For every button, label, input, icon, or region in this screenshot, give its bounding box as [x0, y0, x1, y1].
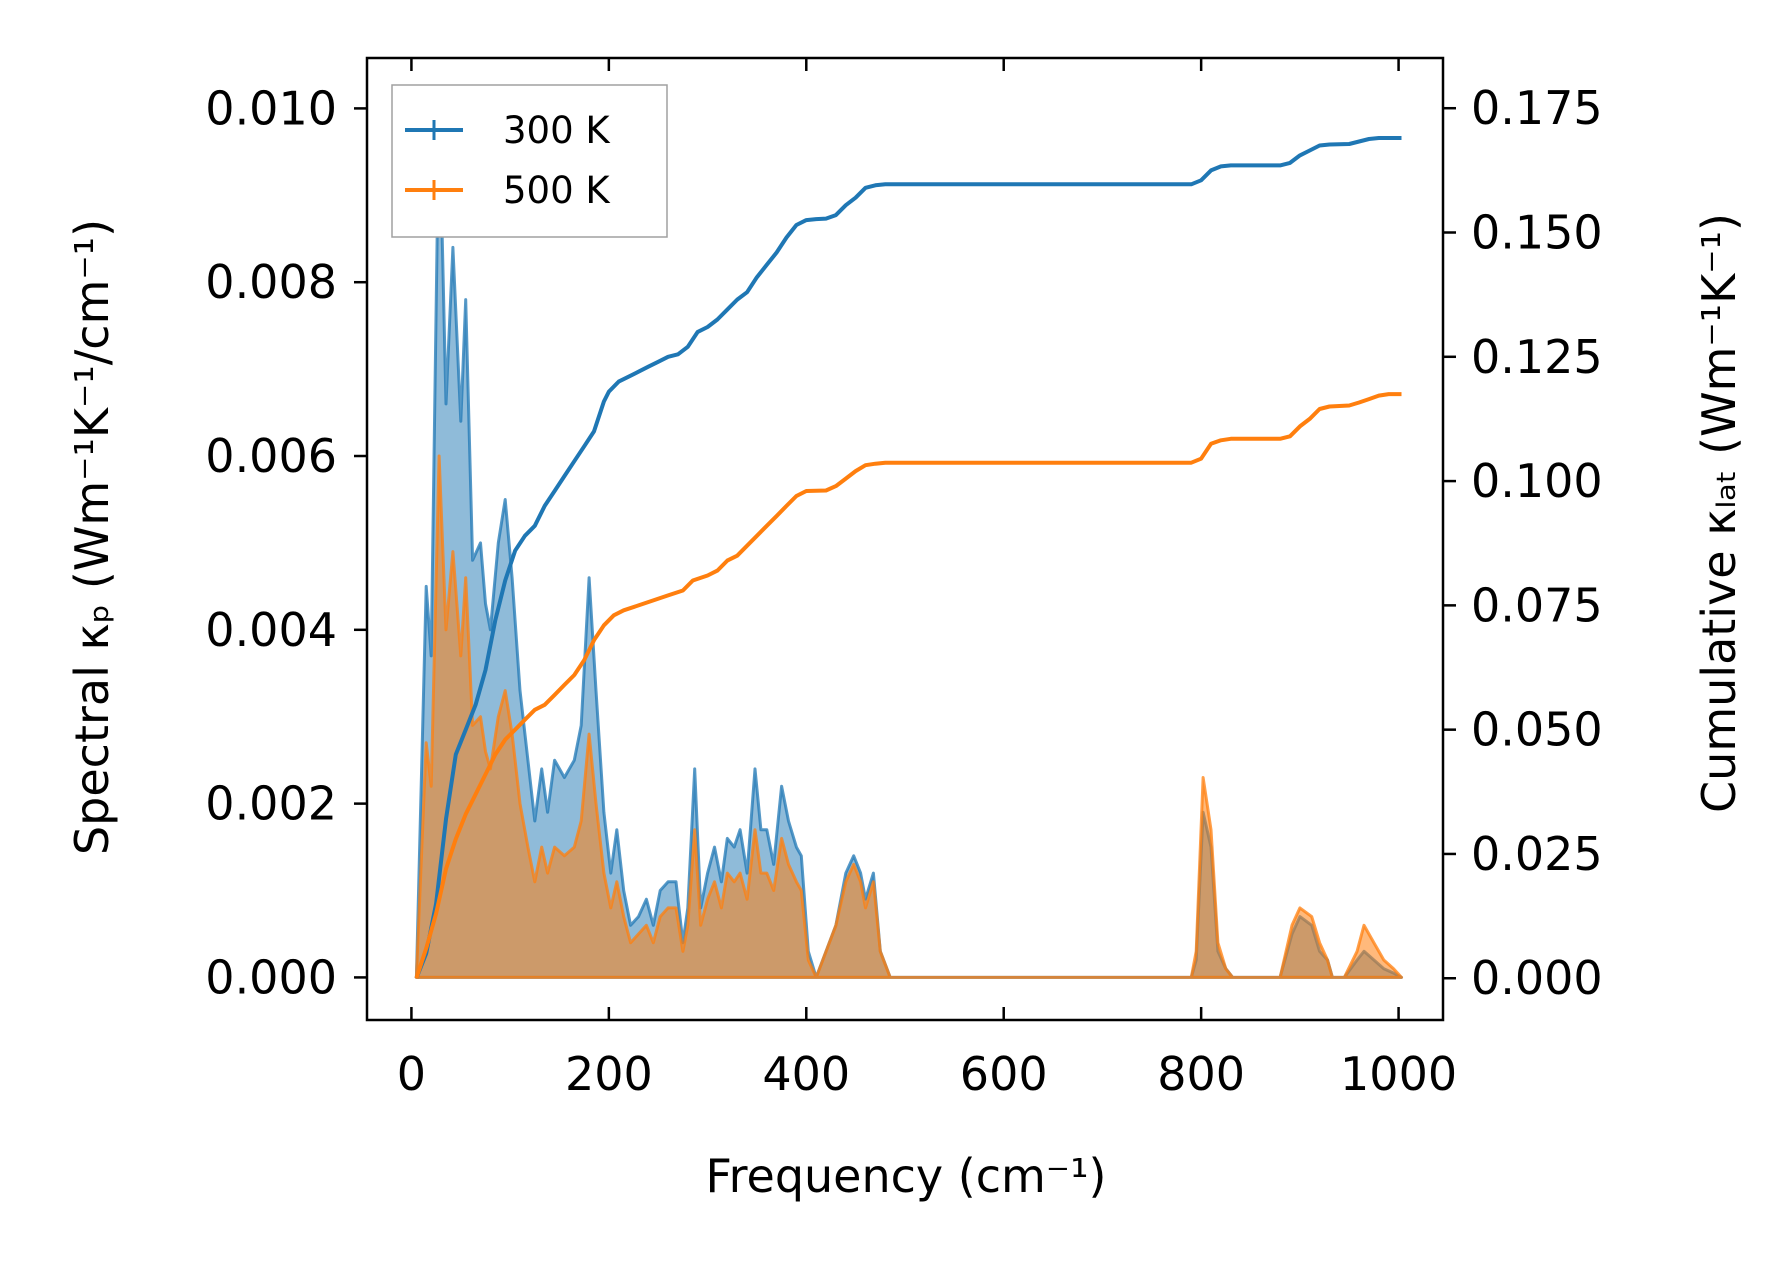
y-right-tick-label: 0.125: [1471, 330, 1603, 384]
x-tick-label: 0: [397, 1047, 426, 1101]
y-left-tick-label: 0.004: [205, 603, 337, 657]
y-right-tick-label: 0.025: [1471, 827, 1603, 881]
y-right-tick-label: 0.075: [1471, 578, 1603, 632]
spectral-area-500-k: [414, 454, 1403, 979]
legend-box: [391, 84, 668, 238]
axis-ticks: [354, 58, 1456, 1020]
y-left-tick-label: 0.008: [205, 255, 337, 309]
x-tick-label: 400: [762, 1047, 850, 1101]
spectral-areas: [414, 98, 1403, 979]
y-left-tick-label: 0.002: [205, 777, 337, 831]
x-tick-label: 200: [565, 1047, 653, 1101]
y-left-tick-label: 0.000: [205, 950, 337, 1004]
x-tick-label: 600: [960, 1047, 1048, 1101]
y-right-tick-label: 0.150: [1471, 206, 1603, 260]
y-right-tick-label: 0.050: [1471, 703, 1603, 757]
plot-frame: [365, 56, 1445, 1022]
x-tick-label: 800: [1157, 1047, 1245, 1101]
cumulative-lines: [414, 136, 1402, 979]
cumulative-line-300-k: [414, 136, 1402, 979]
y-right-tick-label: 0.000: [1471, 951, 1603, 1005]
tick-labels: 0 200 400 600 800 1000 0.000 0.002 0.004 0.006 0.0…: [205, 81, 1602, 1101]
y-left-tick-label: 0.010: [205, 81, 337, 135]
x-tick-label: 1000: [1340, 1047, 1457, 1101]
y-left-tick-label: 0.006: [205, 429, 337, 483]
cumulative-line-500-k: [414, 392, 1402, 979]
legend-label-300k: 300 K: [503, 109, 611, 152]
x-axis-title: Frequency (cm⁻¹): [706, 1149, 1107, 1203]
legend: 300 K 500 K: [391, 84, 668, 238]
y-right-tick-label: 0.100: [1471, 454, 1603, 508]
y-left-axis-title: Spectral κₚ (Wm⁻¹K⁻¹/cm⁻¹): [65, 219, 119, 855]
y-right-axis-title: Cumulative κₗₐₜ (Wm⁻¹K⁻¹): [1692, 213, 1746, 813]
legend-label-500k: 500 K: [503, 169, 611, 212]
y-right-tick-label: 0.175: [1471, 81, 1603, 135]
